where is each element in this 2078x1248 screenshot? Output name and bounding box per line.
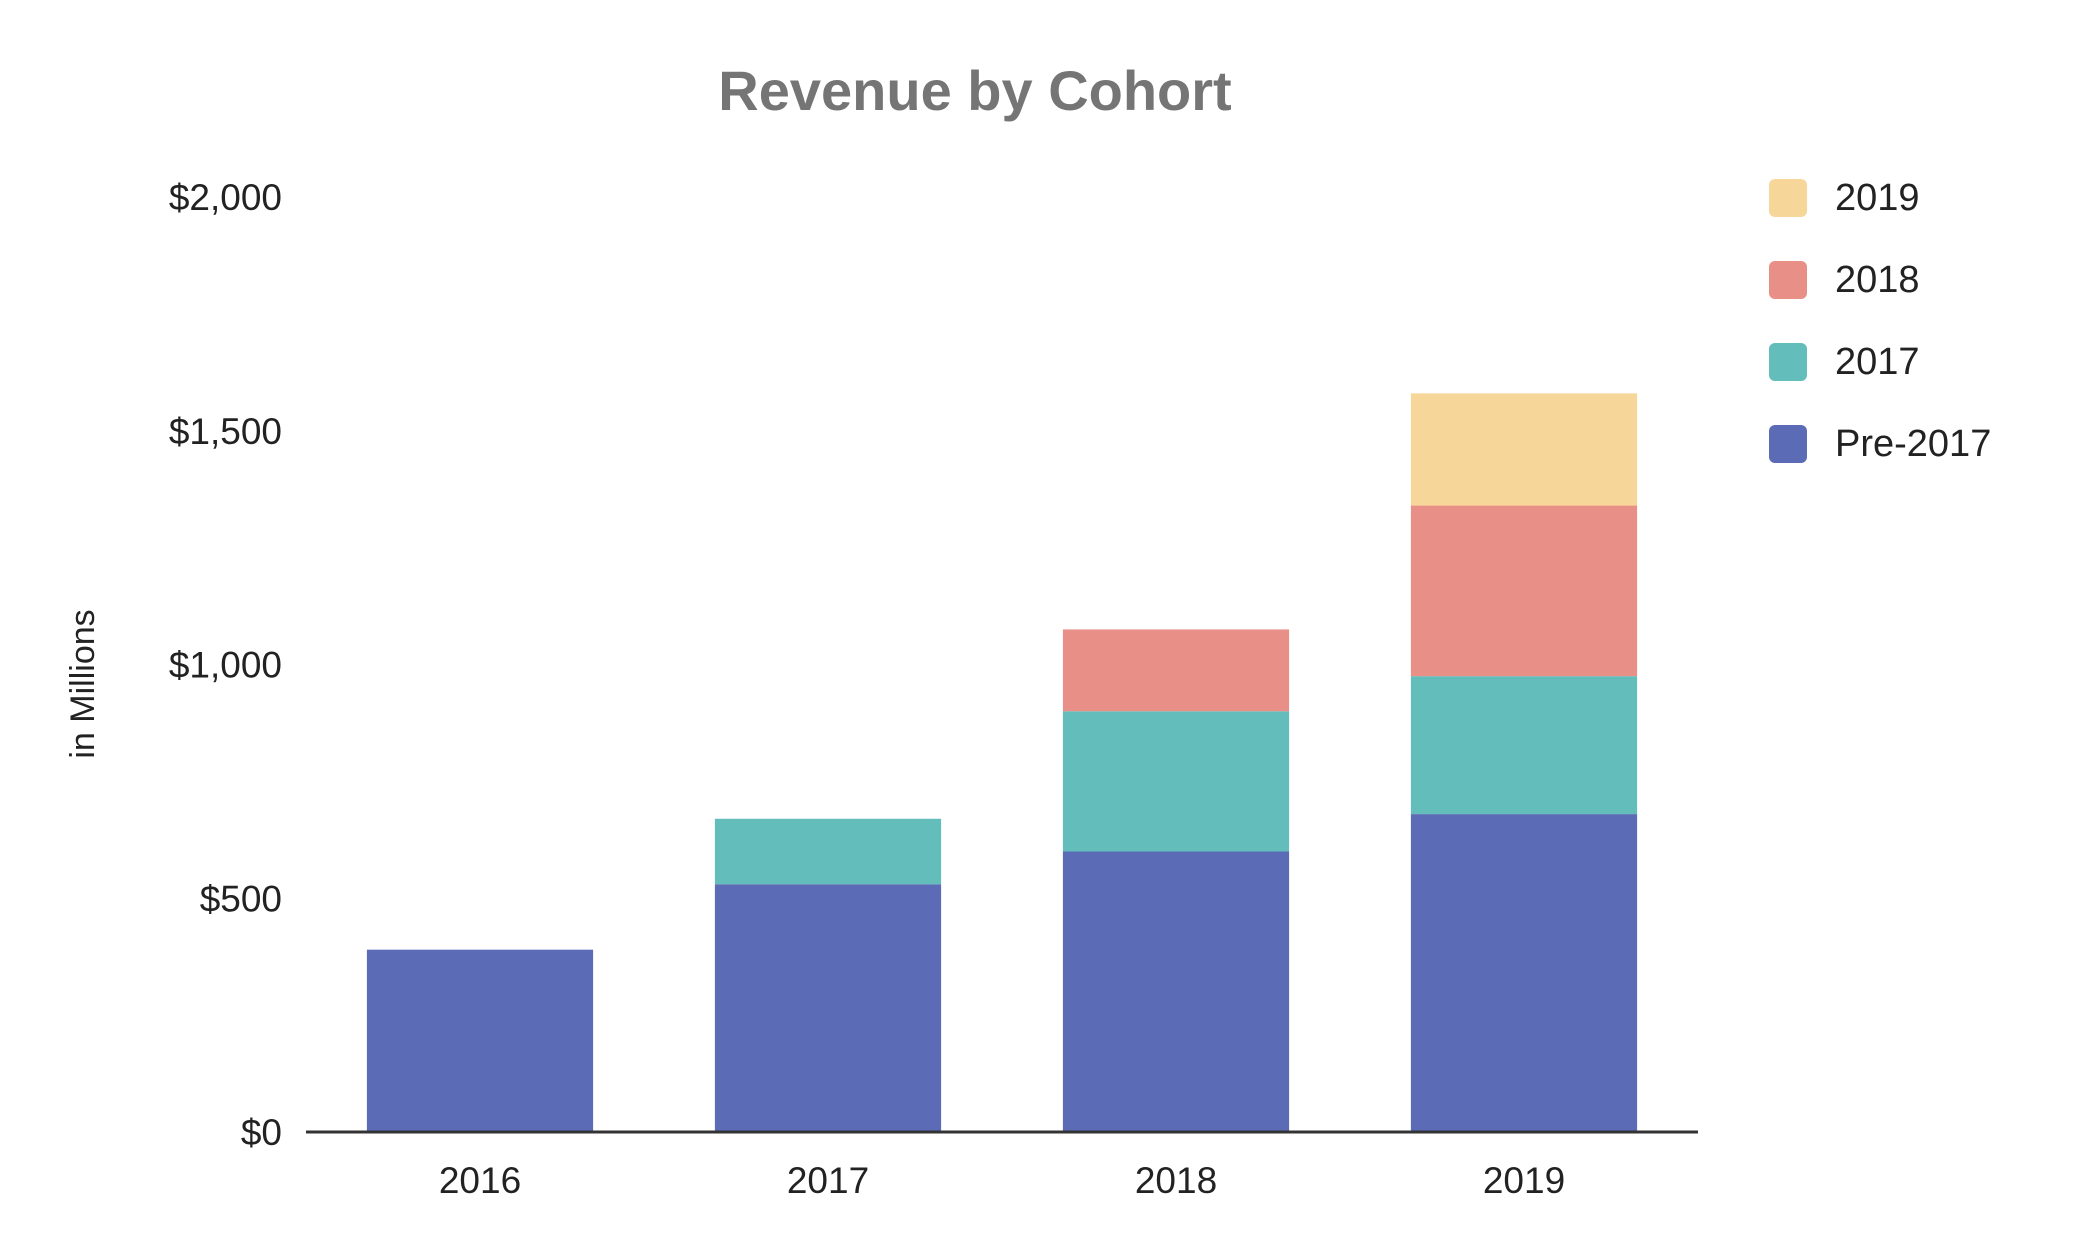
bar-pre-2017-2016 (366, 949, 594, 1132)
x-axis-ticks: 2016 2017 2018 2019 (439, 1160, 1565, 1201)
bars-group (366, 393, 1638, 1132)
legend-label-2018: 2018 (1835, 259, 1920, 301)
y-axis-ticks: $0 $500 $1,000 $1,500 $2,000 (169, 177, 282, 1153)
x-tick-label: 2019 (1483, 1160, 1565, 1201)
y-tick-label: $1,000 (169, 645, 282, 686)
y-tick-label: $500 (200, 878, 282, 919)
bar-pre-2017-2018 (1062, 851, 1290, 1132)
bar-2018-2018 (1062, 629, 1290, 712)
bar-pre-2017-2017 (714, 884, 942, 1132)
x-tick-label: 2018 (1135, 1160, 1217, 1201)
bar-2018-2019 (1410, 505, 1638, 677)
bar-2017-2018 (1062, 711, 1290, 852)
bar-2019-2019 (1410, 393, 1638, 506)
chart-title: Revenue by Cohort (718, 59, 1231, 122)
x-tick-label: 2016 (439, 1160, 521, 1201)
legend-label-2017: 2017 (1835, 341, 1920, 383)
legend-swatch-2017 (1769, 343, 1807, 381)
legend-swatch-2019 (1769, 179, 1807, 217)
y-tick-label: $1,500 (169, 411, 282, 452)
legend-swatch-pre-2017 (1769, 425, 1807, 463)
legend-label-2019: 2019 (1835, 177, 1920, 219)
y-axis-title: in Millions (64, 609, 102, 758)
x-tick-label: 2017 (787, 1160, 869, 1201)
legend-swatch-2018 (1769, 261, 1807, 299)
bar-2017-2017 (714, 818, 942, 885)
legend-label-pre-2017: Pre-2017 (1835, 423, 1991, 465)
bar-pre-2017-2019 (1410, 814, 1638, 1132)
y-tick-label: $0 (241, 1112, 282, 1153)
y-tick-label: $2,000 (169, 177, 282, 218)
bar-2017-2019 (1410, 676, 1638, 815)
legend: 2019 2018 2017 Pre-2017 (1769, 177, 1991, 465)
